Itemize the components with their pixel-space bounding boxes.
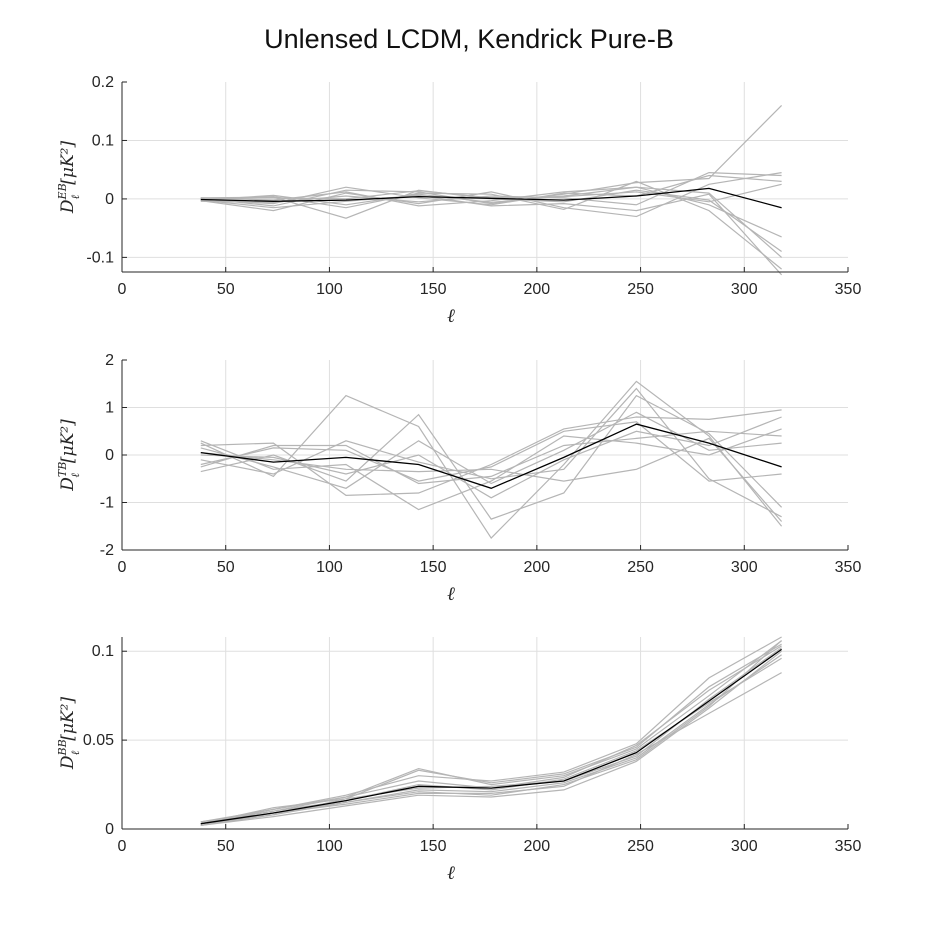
x-tick-label: 250 [627,559,654,576]
x-tick-label: 100 [316,559,343,576]
realization-line [200,672,782,825]
x-tick-label: 250 [627,838,654,855]
realization-line [200,193,783,276]
x-tick-label: 50 [217,559,235,576]
y-tick-label: 2 [105,352,114,369]
panel-tb: 0 50 100 150 200 250 300 350 -2 -1 0 1 2 ℓ DTBℓ[μK²] [56,352,861,605]
x-tick-label: 350 [835,281,862,298]
mean-line [200,648,782,825]
y-tick-label: 0.2 [92,74,114,91]
x-tick-label: 200 [524,559,551,576]
y-tick-label: -2 [100,542,114,559]
y-tick-label: 0.1 [92,132,114,149]
y-tick-label: 0.1 [92,643,114,660]
realization-line [200,380,783,540]
y-tick-label: -0.1 [86,249,114,266]
x-tick-label: 0 [118,838,127,855]
realization-line [200,180,782,270]
realization-line [200,416,782,499]
realization-line [200,421,782,482]
x-tick-label: 300 [731,281,758,298]
y-axis-label: DEBℓ[μK²] [56,141,82,215]
x-tick-label: 300 [731,838,758,855]
panel-eb: 0 50 100 150 200 250 300 350-0.100.10.2ℓDEBℓ[μK… [56,74,861,327]
y-tick-label: 0 [105,447,114,464]
x-axis-label: ℓ [447,305,455,327]
realization-line [200,650,782,826]
x-tick-label: 200 [524,838,551,855]
y-axis-label: DTBℓ[μK²] [56,419,82,492]
x-tick-label: 250 [627,281,654,298]
realization-line [200,640,783,826]
x-tick-label: 100 [316,281,343,298]
realization-line [200,437,783,522]
x-tick-label: 0 [118,281,127,298]
realization-line [200,636,782,823]
x-tick-label: 200 [524,281,551,298]
x-tick-label: 0 [118,559,127,576]
x-axis-label: ℓ [447,862,455,884]
x-tick-label: 150 [420,281,447,298]
x-tick-label: 50 [217,838,235,855]
realization-line [200,428,782,511]
x-tick-label: 350 [835,838,862,855]
y-tick-label: 1 [105,400,114,417]
mean-line [200,187,782,209]
realization-line [200,640,782,825]
panel-bb: 0 50 100 150 200 250 300 350 0 0.05 0.1 ℓ DBBℓ[μK²] [56,636,862,884]
y-tick-label: 0 [105,191,114,208]
x-tick-label: 350 [835,559,862,576]
x-tick-label: 50 [217,281,235,298]
x-tick-label: 300 [731,559,758,576]
realization-line [200,430,782,485]
realization-line [200,411,782,489]
x-axis-label: ℓ [447,583,455,605]
y-tick-label: -1 [100,495,114,512]
x-tick-label: 100 [316,838,343,855]
mean-line [200,423,782,489]
figure-title: Unlensed LCDM, Kendrick Pure-B [264,24,674,54]
realization-line [200,394,783,520]
x-tick-label: 150 [420,838,447,855]
y-axis-label: DBBℓ[μK²] [56,697,82,771]
y-tick-label: 0.05 [83,732,114,749]
y-tick-label: 0 [105,821,114,838]
x-tick-label: 150 [420,559,447,576]
